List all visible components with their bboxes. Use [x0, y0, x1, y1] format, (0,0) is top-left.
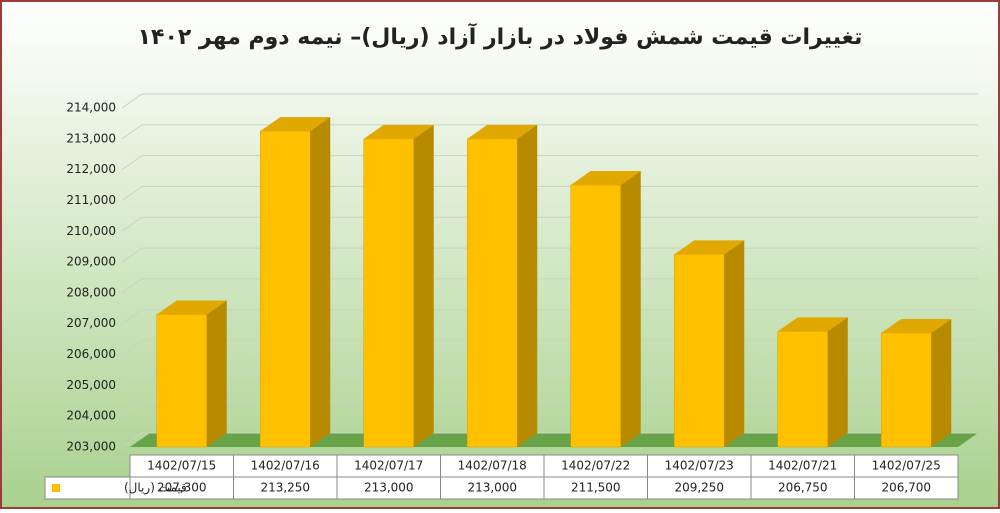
bar-top	[467, 124, 538, 139]
bar-side	[517, 124, 538, 448]
y-tick-label: 211,000	[66, 193, 116, 207]
x-tick-label: 1402/07/25	[872, 459, 941, 473]
grid-line	[121, 155, 978, 171]
bar	[363, 124, 434, 448]
bar-side	[724, 240, 745, 447]
x-tick-label: 1402/07/15	[147, 459, 216, 473]
bar	[881, 318, 952, 448]
bar-front	[777, 331, 828, 448]
bar-side	[827, 317, 848, 447]
y-tick-label: 210,000	[66, 224, 116, 238]
bar-top	[260, 117, 331, 132]
bar-side	[206, 300, 227, 447]
x-tick-label: 1402/07/18	[458, 459, 527, 473]
bar-top	[363, 124, 434, 139]
value-label: 207,300	[157, 481, 207, 495]
bar	[570, 171, 641, 448]
floor	[130, 433, 978, 447]
legend-cell	[44, 476, 131, 500]
value-label: 213,250	[260, 481, 310, 495]
bar-top	[156, 300, 227, 315]
y-tick-label: 214,000	[66, 101, 116, 115]
y-tick-label: 208,000	[66, 285, 116, 299]
x-tick-label: 1402/07/21	[768, 459, 837, 473]
bar-side	[413, 124, 434, 448]
x-tick-label: 1402/07/23	[665, 459, 734, 473]
y-tick-label: 205,000	[66, 378, 116, 392]
y-tick-label: 207,000	[66, 316, 116, 330]
bar	[777, 317, 848, 448]
bar-front	[674, 254, 725, 448]
value-label: 206,700	[881, 481, 931, 495]
bar-front	[363, 138, 414, 448]
grid-line	[121, 124, 978, 140]
bar	[674, 240, 745, 448]
legend-swatch	[52, 484, 60, 492]
bar-front	[260, 130, 311, 448]
x-tick-label: 1402/07/22	[561, 459, 630, 473]
bar	[467, 124, 538, 448]
x-tick-label: 1402/07/17	[354, 459, 423, 473]
value-label: 213,000	[364, 481, 414, 495]
chart-title: تغییرات قیمت شمش فولاد در بازار آزاد (ری…	[138, 22, 863, 50]
y-tick-label: 212,000	[66, 162, 116, 176]
bar	[260, 117, 331, 448]
bar-top	[881, 318, 952, 333]
bar-top	[570, 171, 641, 186]
bar-front	[467, 138, 518, 448]
y-tick-label: 206,000	[66, 347, 116, 361]
grid-line	[121, 185, 978, 201]
y-tick-label: 209,000	[66, 255, 116, 269]
bar-top	[777, 317, 848, 332]
bar-top	[674, 240, 745, 255]
bar-front	[570, 184, 621, 448]
y-tick-label: 203,000	[66, 440, 116, 454]
bar-front	[156, 314, 207, 448]
bar-side	[931, 318, 952, 447]
bar	[156, 300, 227, 448]
value-label: 211,500	[571, 481, 621, 495]
x-tick-label: 1402/07/16	[251, 459, 320, 473]
grid-line	[121, 93, 978, 109]
value-label: 206,750	[778, 481, 828, 495]
bar-side	[620, 171, 641, 447]
bar-front	[881, 332, 932, 448]
bar-side	[310, 117, 331, 447]
grid-line	[121, 216, 978, 232]
legend-label: قیمت (ریال)	[124, 481, 187, 496]
value-label: 209,250	[674, 481, 724, 495]
y-tick-label: 213,000	[66, 131, 116, 145]
y-tick-label: 204,000	[66, 409, 116, 423]
value-label: 213,000	[467, 481, 517, 495]
